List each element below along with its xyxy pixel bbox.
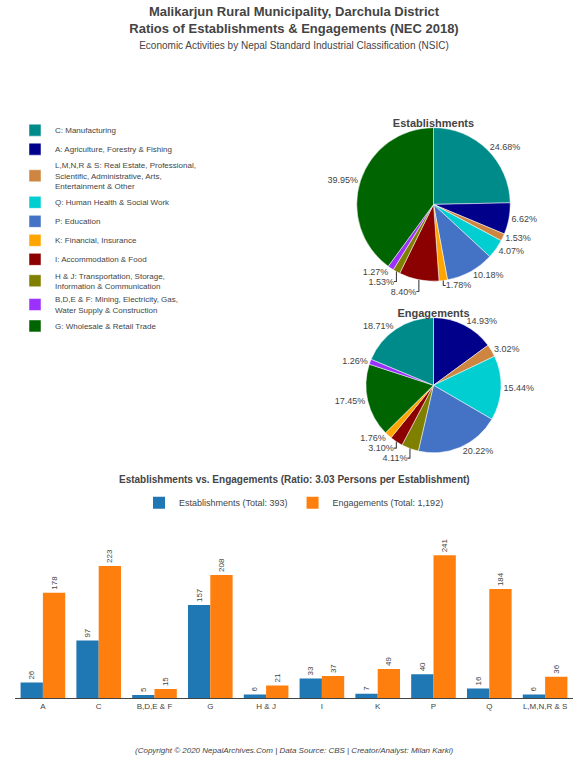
svg-text:4.11%: 4.11% [383, 453, 408, 463]
svg-text:H & J: H & J [256, 702, 276, 711]
svg-text:K: K [375, 702, 381, 711]
svg-text:157: 157 [195, 588, 204, 602]
svg-text:39.95%: 39.95% [328, 175, 359, 185]
svg-text:B,D,E & F: B,D,E & F [137, 702, 173, 711]
svg-text:33: 33 [306, 666, 315, 675]
svg-text:97: 97 [83, 628, 92, 637]
svg-text:3.10%: 3.10% [368, 443, 394, 453]
svg-text:241: 241 [440, 538, 449, 552]
svg-text:K: Financial, Insurance: K: Financial, Insurance [55, 236, 137, 245]
svg-text:Establishments vs. Engagements: Establishments vs. Engagements (Ratio: 3… [119, 474, 470, 485]
svg-text:1.76%: 1.76% [360, 433, 386, 443]
svg-text:I: Accommodation & Food: I: Accommodation & Food [55, 255, 147, 264]
svg-text:Engagements (Total: 1,192): Engagements (Total: 1,192) [333, 498, 444, 508]
svg-text:208: 208 [217, 558, 226, 572]
svg-text:8.40%: 8.40% [391, 287, 417, 297]
svg-text:C: Manufacturing: C: Manufacturing [55, 126, 116, 135]
svg-text:I: I [321, 702, 323, 711]
svg-text:P: P [431, 702, 436, 711]
svg-text:P: Education: P: Education [55, 217, 100, 226]
svg-text:6.62%: 6.62% [511, 214, 537, 224]
svg-text:1.27%: 1.27% [363, 267, 389, 277]
svg-text:(Copyright © 2020 NepalArchive: (Copyright © 2020 NepalArchives.Com | Da… [135, 746, 454, 755]
svg-text:49: 49 [384, 657, 393, 666]
svg-text:223: 223 [105, 549, 114, 563]
svg-text:5: 5 [139, 687, 148, 692]
svg-text:10.18%: 10.18% [473, 270, 504, 280]
svg-text:17.45%: 17.45% [335, 396, 366, 406]
svg-text:Malikarjun Rural Municipality,: Malikarjun Rural Municipality, Darchula … [129, 4, 458, 52]
svg-text:G: Wholesale & Retail Trade: G: Wholesale & Retail Trade [55, 322, 156, 331]
svg-text:4.07%: 4.07% [498, 246, 524, 256]
svg-text:21: 21 [273, 673, 282, 682]
svg-text:24.68%: 24.68% [490, 142, 521, 152]
svg-text:15.44%: 15.44% [504, 383, 535, 393]
svg-text:40: 40 [418, 662, 427, 671]
svg-text:178: 178 [50, 576, 59, 590]
svg-text:Q: Q [486, 702, 492, 711]
svg-text:36: 36 [552, 664, 561, 673]
svg-text:Q: Human Health & Social Work: Q: Human Health & Social Work [55, 198, 170, 207]
svg-text:7: 7 [362, 686, 371, 691]
svg-text:6: 6 [250, 686, 259, 691]
svg-text:26: 26 [27, 670, 36, 679]
svg-text:15: 15 [161, 677, 170, 686]
svg-text:1.53%: 1.53% [505, 233, 531, 243]
svg-text:37: 37 [329, 664, 338, 673]
svg-text:20.22%: 20.22% [463, 446, 494, 456]
svg-text:1.78%: 1.78% [446, 280, 472, 290]
svg-text:6: 6 [529, 686, 538, 691]
svg-text:C: C [96, 702, 102, 711]
svg-text:16: 16 [474, 676, 483, 685]
svg-text:G: G [207, 702, 213, 711]
svg-text:L,M,N,R & S: L,M,N,R & S [523, 702, 567, 711]
svg-text:18.71%: 18.71% [363, 321, 394, 331]
svg-text:A: A [40, 702, 46, 711]
svg-text:3.02%: 3.02% [494, 344, 520, 354]
svg-text:H & J: Transportation, Storage: H & J: Transportation, Storage,Informati… [55, 272, 165, 291]
svg-text:B,D,E & F: Mining, Electricity: B,D,E & F: Mining, Electricity, Gas,Wate… [55, 295, 178, 314]
svg-text:L,M,N,R & S: Real Estate, Prof: L,M,N,R & S: Real Estate, Professional,S… [55, 161, 196, 191]
svg-text:Engagements: Engagements [397, 307, 469, 319]
svg-text:Establishments: Establishments [393, 117, 474, 129]
svg-text:14.93%: 14.93% [467, 316, 498, 326]
svg-text:184: 184 [496, 572, 505, 586]
svg-text:1.26%: 1.26% [342, 356, 368, 366]
svg-text:1.53%: 1.53% [368, 277, 394, 287]
svg-text:Establishments (Total: 393): Establishments (Total: 393) [179, 498, 288, 508]
svg-text:A: Agriculture, Forestry & Fis: A: Agriculture, Forestry & Fishing [55, 145, 172, 154]
